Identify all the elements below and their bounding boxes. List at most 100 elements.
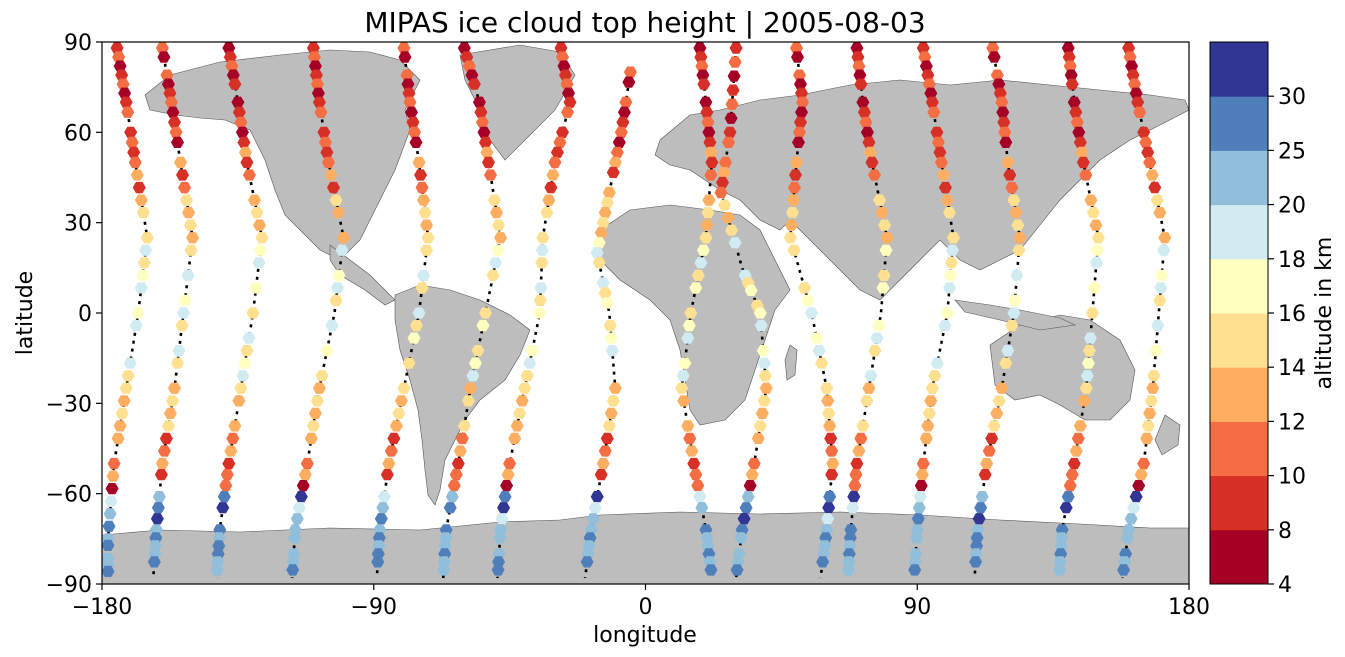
colorbar: 4 8 10 12 14 16 18 20 25 30 [1209, 41, 1306, 598]
cloud-top-point [447, 480, 461, 492]
cloud-top-point [155, 457, 169, 470]
cloud-top-point [724, 112, 738, 124]
cloud-top-point [1086, 207, 1100, 219]
cloud-top-point [371, 556, 385, 568]
cloud-top-point [1079, 169, 1093, 181]
cloud-top-point [700, 219, 714, 231]
cloud-top-point [1150, 194, 1164, 206]
cloud-top-point [794, 78, 807, 90]
cloud-top-point [415, 181, 429, 194]
cloud-top-point [689, 282, 703, 294]
cloud-top-point [1151, 319, 1165, 332]
cloud-top-point [600, 297, 614, 309]
cloud-top-point [1149, 345, 1163, 357]
cloud-top-point [816, 556, 830, 568]
cloud-top-point [705, 156, 719, 169]
cloud-top-point [110, 42, 124, 54]
cloud-top-point [129, 319, 143, 332]
cloud-top-point [171, 357, 184, 369]
cloud-top-point [727, 70, 741, 82]
cloud-top-point [327, 181, 340, 194]
cloud-top-point [823, 420, 837, 432]
cloud-top-point [463, 382, 477, 394]
cloud-top-point [484, 169, 497, 181]
cloud-top-point [999, 136, 1013, 148]
cloud-top-point [497, 502, 511, 514]
cloud-top-point [500, 480, 514, 492]
cloud-top-point [857, 106, 871, 118]
cloud-top-point [853, 69, 867, 81]
cloud-top-point [1137, 126, 1151, 138]
cloud-top-point [590, 247, 604, 259]
cloud-top-point [242, 169, 256, 181]
cloud-top-point [130, 169, 144, 181]
cloud-top-point [150, 513, 164, 525]
cloud-top-point [292, 502, 306, 514]
plot-area [101, 41, 1190, 585]
cloud-top-point [311, 87, 325, 99]
cloud-top-point [702, 194, 716, 206]
cloud-top-point [1121, 532, 1135, 544]
y-tick-label: 30 [64, 212, 92, 237]
cloud-top-point [862, 136, 876, 148]
cloud-top-point [453, 445, 467, 457]
cloud-top-point [826, 457, 840, 470]
cloud-top-point [103, 508, 117, 520]
cloud-top-point [240, 156, 254, 169]
cloud-top-point [232, 395, 246, 407]
cloud-top-point [389, 420, 403, 432]
cloud-top-point [870, 332, 884, 344]
cloud-top-point [384, 445, 398, 457]
cloud-top-point [940, 194, 954, 206]
cloud-top-point [410, 319, 423, 332]
cloud-top-point [437, 564, 451, 576]
cloud-top-point [879, 244, 893, 256]
cloud-top-point [1069, 106, 1083, 118]
cloud-top-point [237, 136, 251, 148]
cloud-top-point [1145, 169, 1159, 181]
cloud-top-point [1091, 232, 1105, 244]
cloud-top-point [310, 395, 324, 407]
cloud-top-point [493, 532, 507, 544]
cloud-top-point [598, 207, 612, 219]
cloud-top-point [235, 126, 249, 138]
cloud-top-point [331, 282, 344, 294]
cloud-top-point [374, 513, 388, 525]
cloud-top-point [525, 345, 539, 357]
cloud-top-point [716, 176, 729, 189]
cloud-top-point [306, 42, 320, 54]
cloud-top-point [494, 232, 508, 244]
cloud-top-point [722, 136, 735, 148]
cloud-top-point [184, 219, 198, 231]
cloud-top-point [805, 307, 819, 319]
cloud-top-point [128, 156, 142, 169]
cloud-top-point [592, 257, 606, 269]
cloud-top-point [488, 194, 501, 206]
cloud-top-point [117, 395, 131, 407]
cloud-top-point [455, 432, 469, 445]
cloud-top-point [714, 186, 728, 199]
colorbar-segment [1210, 42, 1268, 97]
cloud-top-point [337, 232, 351, 244]
cloud-top-point [420, 219, 434, 231]
cloud-top-point [392, 407, 406, 419]
cloud-top-point [520, 370, 534, 382]
cloud-top-point [1124, 513, 1138, 525]
cloud-top-point [1131, 96, 1145, 108]
cloud-top-point [598, 445, 612, 457]
cloud-top-point [944, 269, 957, 281]
cloud-top-point [997, 116, 1011, 128]
cloud-top-point [1141, 146, 1155, 158]
cloud-top-point [1010, 269, 1024, 281]
cloud-top-point [467, 78, 481, 90]
cloud-top-point [820, 382, 834, 394]
cloud-top-point [824, 432, 838, 445]
colorbar-tick-label: 14 [1278, 356, 1306, 381]
cloud-top-point [489, 257, 502, 269]
cloud-top-point [380, 469, 394, 481]
cloud-top-point [113, 420, 127, 432]
cloud-top-point [408, 126, 421, 138]
cloud-top-point [1077, 395, 1091, 407]
cloud-top-point [534, 282, 548, 294]
